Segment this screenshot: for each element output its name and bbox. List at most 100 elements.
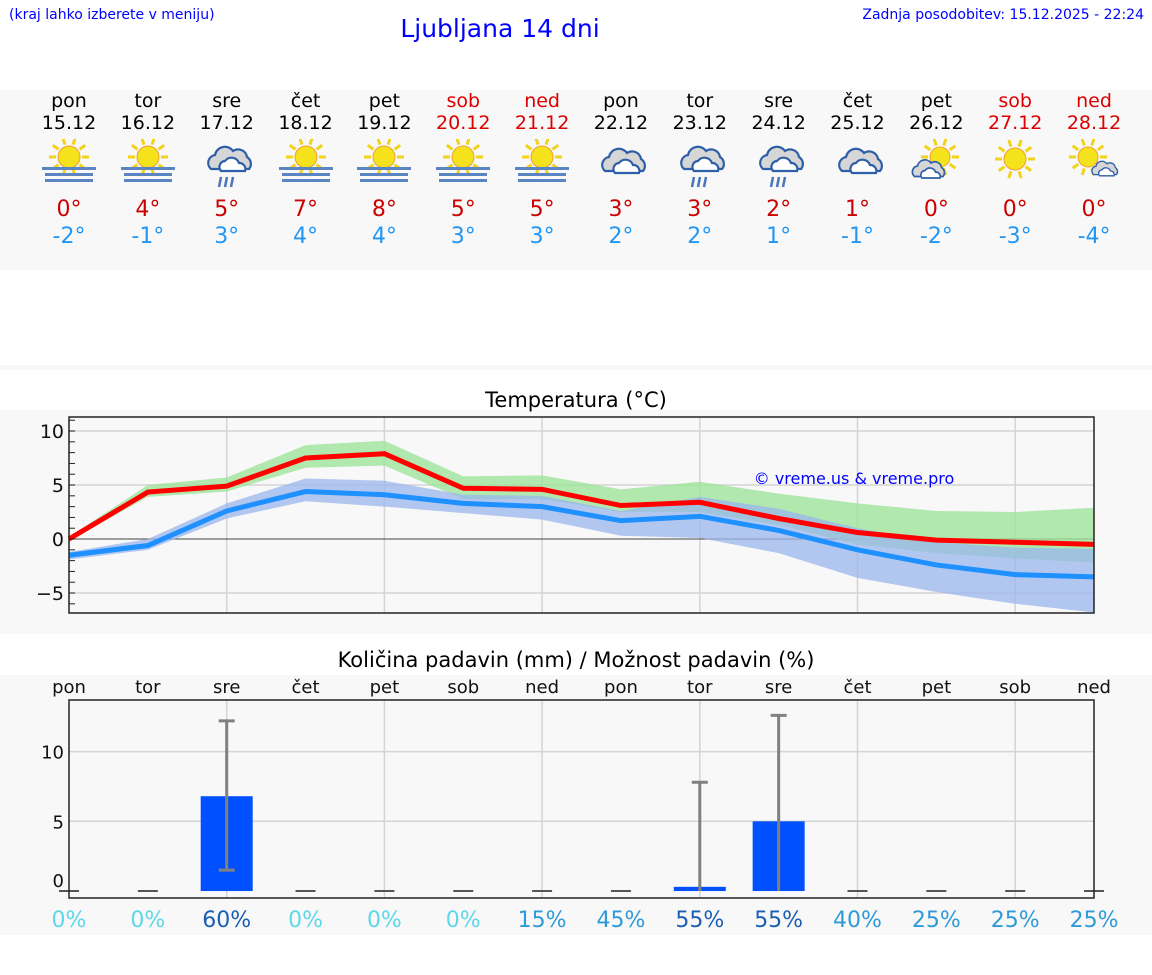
min-temperature: 3° [214,224,240,249]
day-forecast: tor 23.12 3° 2° [661,90,739,251]
day-name: pet [920,90,952,112]
day-name: sre [764,90,794,112]
daily-forecast-strip: pon 15.12 0° -2° tor 16.12 4° -1° sre 17.1… [0,90,1152,270]
min-temperature-band [69,478,1095,613]
sun-cloud-icon [911,139,960,179]
day-label: pon [604,677,638,698]
day-date: 19.12 [357,112,412,134]
sun-small-cloud-icon [1069,139,1119,177]
day-date: 17.12 [199,112,254,134]
day-name: ned [524,90,560,112]
divider [0,365,1152,370]
day-name: sob [446,90,481,112]
day-forecast: sob 27.12 0° -3° [976,90,1054,251]
max-temperature: 3° [687,197,713,222]
y-tick-label: 5 [53,812,64,833]
sun-fog-icon [357,139,412,182]
location-hint: (kraj lahko izberete v meniju) [9,7,215,23]
day-label: sob [447,677,479,698]
max-temperature: 8° [371,197,397,222]
precipitation-probability: 25% [912,908,961,933]
day-date: 22.12 [593,112,649,134]
day-name: pon [603,90,639,112]
precipitation-probability: 40% [833,908,882,933]
last-updated: Zadnja posodobitev: 15.12.2025 - 22:24 [862,7,1144,23]
max-temperature: 5° [529,197,555,222]
min-temperature: 2° [608,224,634,249]
sun-fog-icon [515,139,570,182]
precipitation-probability: 55% [675,908,724,933]
day-label: sre [765,677,792,698]
day-label: ned [525,677,559,698]
min-temperature: -1° [841,224,874,249]
sun-fog-icon [278,139,333,182]
precipitation-probability: 0% [446,908,481,933]
max-temperature: 3° [608,197,634,222]
temperature-chart: 10 5 0 −5 © vreme.us & vreme.pro [36,416,1095,614]
day-forecast: sob 20.12 5° 3° [424,90,502,251]
min-temperature: 2° [687,224,713,249]
min-temperature: -2° [919,224,953,249]
max-temperature: 0° [56,197,82,222]
day-date: 27.12 [987,112,1043,134]
plot-frame [68,699,1095,899]
day-label: tor [687,677,713,698]
precipitation-probability: 0% [52,908,87,933]
day-name: sre [212,90,242,112]
min-temperature: -4° [1077,224,1111,249]
day-forecast: pet 26.12 0° -2° [897,90,975,251]
min-temperature: 3° [450,224,476,249]
max-temperature-line [67,451,1095,547]
precipitation-probability: 25% [991,908,1040,933]
day-forecast: pet 19.12 8° 4° [345,90,423,251]
page-title: Ljubljana 14 dni [400,14,600,43]
day-name: sob [998,90,1032,112]
y-tick-label: 0 [53,871,64,892]
sun-fog-icon [42,139,96,182]
day-date: 16.12 [120,112,176,134]
y-tick-label: 0 [52,529,64,551]
day-name: ned [1076,90,1112,112]
y-tick-label: 5 [52,475,64,497]
min-temperature: 4° [293,224,319,249]
precipitation-probability: 45% [596,908,645,933]
day-label: tor [135,677,161,698]
day-label: sre [213,677,240,698]
max-temperature: 5° [450,197,476,222]
day-label: pet [922,677,952,698]
y-tick-label: 10 [41,743,64,764]
sun-icon [995,139,1036,179]
precipitation-probability: 60% [202,908,251,933]
watermark: © vreme.us & vreme.pro [754,469,955,488]
sun-fog-icon [120,139,175,182]
day-date: 24.12 [751,112,806,134]
day-forecast: ned 28.12 0° -4° [1055,90,1133,251]
day-date: 23.12 [672,112,727,134]
day-name: tor [134,90,162,112]
cloud-icon [837,147,883,175]
max-temperature: 0° [1002,197,1028,222]
precipitation-probability: 0% [130,908,165,933]
max-temperature: 4° [135,197,161,222]
min-temperature: 4° [371,224,397,249]
day-date: 15.12 [41,112,97,134]
cloud-rain-icon [758,145,804,188]
max-temperature: 0° [923,197,949,222]
min-temperature: -3° [998,224,1032,249]
temperature-chart-title: Temperatura (°C) [485,388,667,412]
max-temperature: 0° [1081,197,1107,222]
day-label: pon [52,677,86,698]
day-date: 20.12 [436,112,491,134]
day-name: pet [368,90,400,112]
day-date: 28.12 [1066,112,1122,134]
day-date: 18.12 [278,112,333,134]
max-temperature: 2° [766,197,792,222]
y-tick-label: −5 [36,583,64,605]
day-forecast: sre 17.12 5° 3° [188,90,266,251]
max-temperature: 5° [214,197,240,222]
day-label: ned [1077,677,1111,698]
day-forecast: čet 18.12 7° 4° [267,90,345,251]
min-temperature: 3° [529,224,555,249]
day-label: čet [292,677,320,698]
min-temperature: 1° [766,224,792,249]
